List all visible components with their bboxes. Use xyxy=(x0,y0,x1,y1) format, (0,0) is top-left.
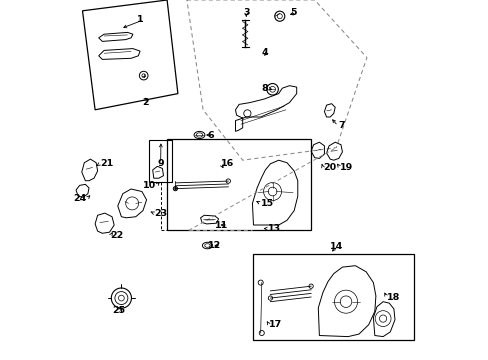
Text: 22: 22 xyxy=(110,231,123,240)
Circle shape xyxy=(173,186,177,191)
Text: 5: 5 xyxy=(289,8,296,17)
Text: 9: 9 xyxy=(157,159,163,168)
Bar xyxy=(253,254,413,340)
Text: 16: 16 xyxy=(221,159,234,168)
Text: 12: 12 xyxy=(207,241,221,250)
Bar xyxy=(149,140,172,182)
Text: 25: 25 xyxy=(112,306,125,315)
Text: 11: 11 xyxy=(215,220,228,230)
Text: 18: 18 xyxy=(386,292,399,302)
Text: 13: 13 xyxy=(267,224,281,233)
Text: 6: 6 xyxy=(207,130,213,139)
Text: 23: 23 xyxy=(153,209,166,217)
Text: 21: 21 xyxy=(100,159,113,168)
Text: 10: 10 xyxy=(143,181,156,190)
Text: 17: 17 xyxy=(268,320,282,329)
Text: 1: 1 xyxy=(137,15,143,24)
Text: 7: 7 xyxy=(337,122,344,130)
Text: 15: 15 xyxy=(260,199,273,208)
Text: 8: 8 xyxy=(261,84,267,93)
Text: 24: 24 xyxy=(73,194,87,203)
Text: 20: 20 xyxy=(322,163,335,172)
Text: 2: 2 xyxy=(142,98,149,107)
Text: 3: 3 xyxy=(243,8,249,17)
Text: 4: 4 xyxy=(261,48,267,57)
Bar xyxy=(167,139,310,230)
Text: 19: 19 xyxy=(339,163,352,172)
Text: 14: 14 xyxy=(329,242,342,251)
